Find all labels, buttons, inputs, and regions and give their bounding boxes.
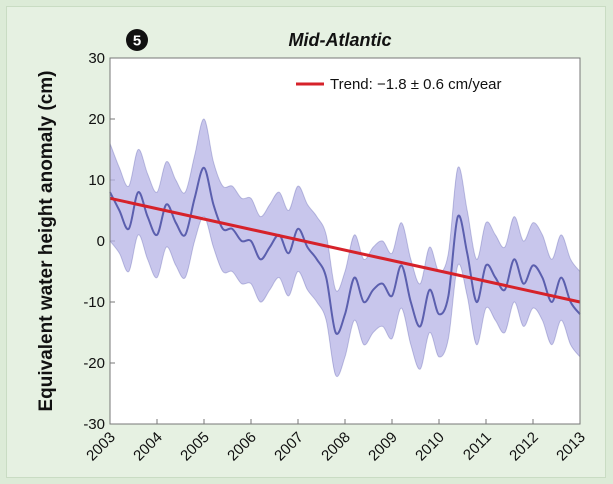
trend-layer <box>109 196 581 304</box>
x-tick-label: 2009 <box>365 429 401 465</box>
y-tick-label: 30 <box>88 50 105 67</box>
y-tick-label: 20 <box>88 111 105 128</box>
series-line <box>109 166 581 335</box>
y-tick-label: 0 <box>97 233 105 250</box>
x-axis: 2003 2004 2005 2006 2007 2008 2009 2010 2011 2012… <box>83 419 589 464</box>
x-tick-label: 2003 <box>83 429 119 465</box>
x-tick-label: 2008 <box>318 429 354 465</box>
x-tick-label: 2007 <box>271 429 307 465</box>
y-tick-label: -30 <box>83 416 105 433</box>
chart-title: Mid-Atlantic <box>289 30 392 50</box>
y-axis-label: Equivalent water height anomaly (cm) <box>36 70 57 411</box>
x-tick-label: 2013 <box>553 429 589 465</box>
x-tick-label: 2004 <box>130 429 166 465</box>
x-tick-label: 2012 <box>506 429 542 465</box>
y-tick-label: 10 <box>88 172 105 189</box>
x-tick-label: 2011 <box>460 429 495 464</box>
y-tick-label: -10 <box>83 294 105 311</box>
x-tick-label: 2005 <box>177 429 213 465</box>
series-layer <box>109 166 581 335</box>
trend-line <box>109 196 581 304</box>
legend-label: Trend: −1.8 ± 0.6 cm/year <box>330 76 502 93</box>
x-tick-label: 2006 <box>224 429 260 465</box>
legend: Trend: −1.8 ± 0.6 cm/year <box>296 76 502 93</box>
x-tick-label: 2010 <box>412 429 448 465</box>
panel-number: 5 <box>133 33 141 50</box>
panel-number-badge: 5 <box>126 29 148 51</box>
plot-border <box>109 57 581 425</box>
y-axis: 30 20 10 0 -10 -20 -30 <box>83 50 115 433</box>
y-tick-label: -20 <box>83 355 105 372</box>
